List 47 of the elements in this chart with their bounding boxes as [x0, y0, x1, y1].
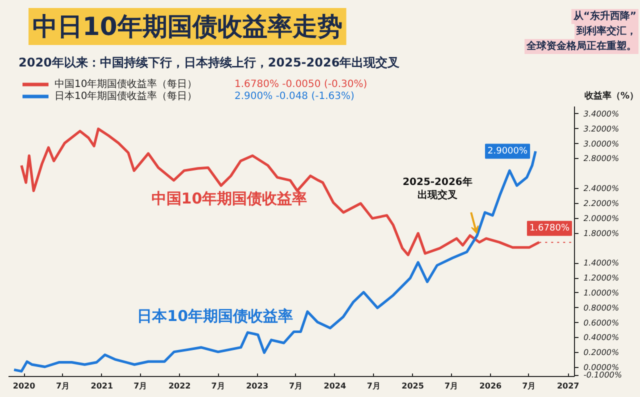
y-tick-label: 2.0000% — [584, 214, 620, 223]
y-tick-label: 0.6000% — [584, 318, 620, 328]
y-tick-label: 2.2000% — [584, 198, 620, 208]
y-tick-label: 2.4000% — [584, 184, 620, 194]
x-tick-label: 7月 — [134, 382, 148, 390]
y-tick-label: 1.2000% — [584, 274, 620, 283]
x-tick-label: 7月 — [444, 382, 458, 390]
y-axis-title: 收益率（%） — [584, 90, 639, 102]
y-tick-label: 3.0000% — [584, 139, 620, 148]
y-tick-label: 3.4000% — [584, 109, 620, 118]
x-tick-label: 2022 — [168, 382, 191, 390]
x-tick-label: 2020 — [12, 382, 36, 390]
x-tick-label: 7月 — [211, 382, 225, 390]
x-tick-label: 7月 — [366, 382, 380, 390]
x-tick-label: 7月 — [288, 382, 303, 390]
x-tick-label: 2021 — [90, 382, 114, 390]
y-tick-label: -0.1000% — [584, 370, 622, 380]
y-tick-label: 0.2000% — [584, 348, 620, 358]
x-tick-label: 2025 — [402, 382, 424, 390]
chart-subtitle: 2020年以来：中国持续下行，日本持续上行，2025-2026年出现交叉 — [18, 56, 400, 70]
text: 2.900% -0.048 (-1.63%) — [234, 91, 354, 102]
ref-line-label: 1.6780% — [529, 223, 570, 234]
legend-label: 中国10年期国债收益率（每日） — [54, 78, 198, 90]
y-tick-label: 0.4000% — [584, 333, 620, 342]
y-tick-label: 3.2000% — [584, 124, 620, 134]
y-tick-label: 0.8000% — [584, 303, 620, 312]
data-label: 2.9000% — [488, 146, 528, 156]
x-tick-label: 2023 — [246, 382, 268, 390]
x-tick-label: 2026 — [479, 382, 502, 390]
chart-title: 中日10年期国债收益率走势 — [32, 12, 342, 41]
y-tick-label: 2.8000% — [584, 154, 620, 164]
x-tick-label: 2024 — [324, 382, 346, 390]
annotation: 中国10年期国债收益率 — [151, 189, 308, 208]
x-tick-label: 2027 — [556, 382, 580, 390]
x-tick-label: 7月 — [56, 382, 70, 390]
annotation: 2025-2026年出现交叉 — [402, 176, 472, 202]
y-tick-label: 1.8000% — [584, 228, 620, 238]
text: 从“东升西降” — [572, 10, 637, 22]
x-tick-label: 7月 — [522, 382, 536, 390]
legend-label: 日本10年期国债收益率（每日） — [54, 90, 198, 102]
text: 1.6780% -0.0050 (-0.30%) — [234, 79, 368, 90]
y-tick-label: 1.4000% — [584, 258, 620, 268]
text: 到利率交汇， — [576, 25, 636, 37]
y-tick-label: 0.0000% — [584, 363, 620, 372]
y-tick-label: 1.0000% — [584, 288, 620, 298]
annotation: 日本10年期国债收益率 — [137, 306, 294, 325]
text: 全球资金格局正在重塑。 — [526, 40, 636, 52]
